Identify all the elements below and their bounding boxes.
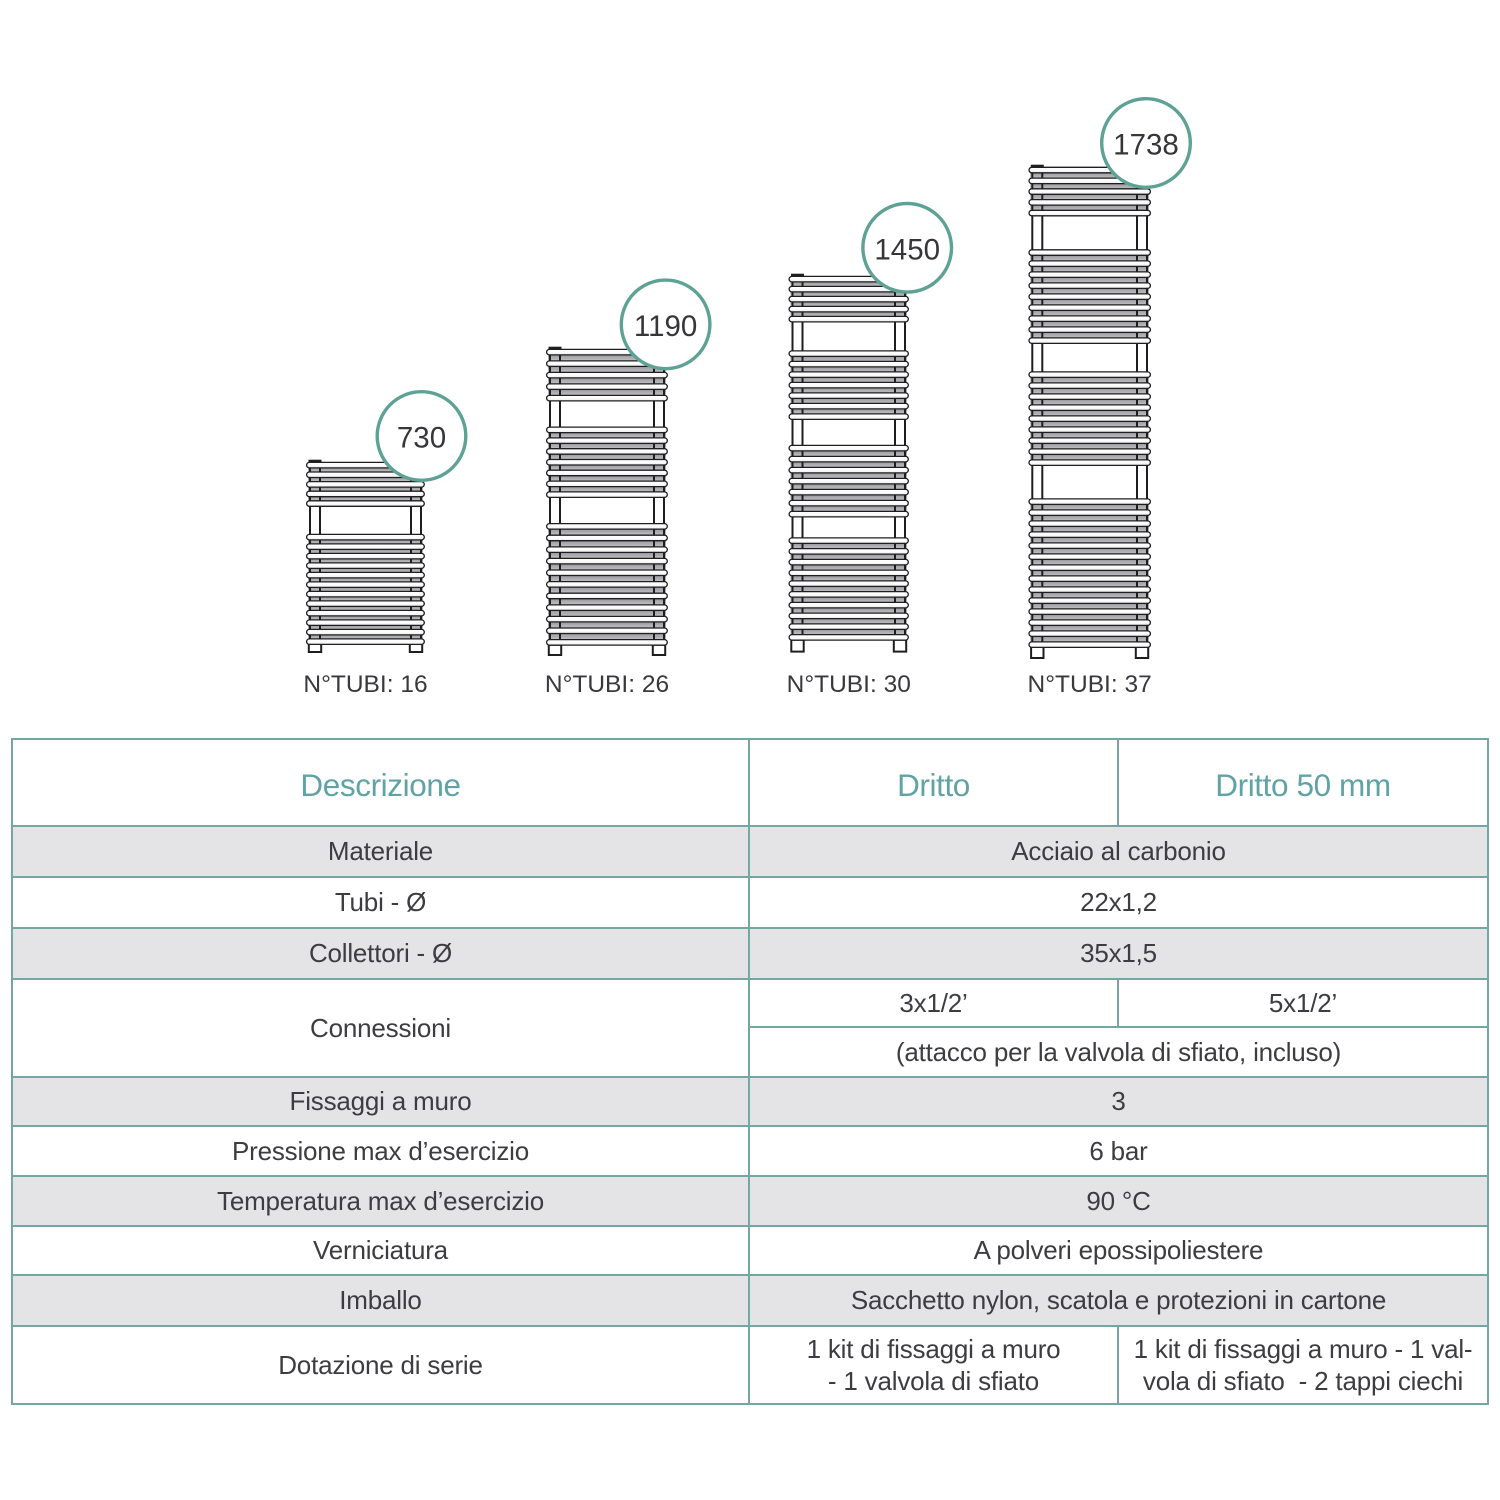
svg-text:1738: 1738 <box>1113 129 1179 162</box>
svg-text:730: 730 <box>397 422 446 455</box>
svg-text:1450: 1450 <box>874 233 940 266</box>
svg-text:1190: 1190 <box>634 310 697 343</box>
